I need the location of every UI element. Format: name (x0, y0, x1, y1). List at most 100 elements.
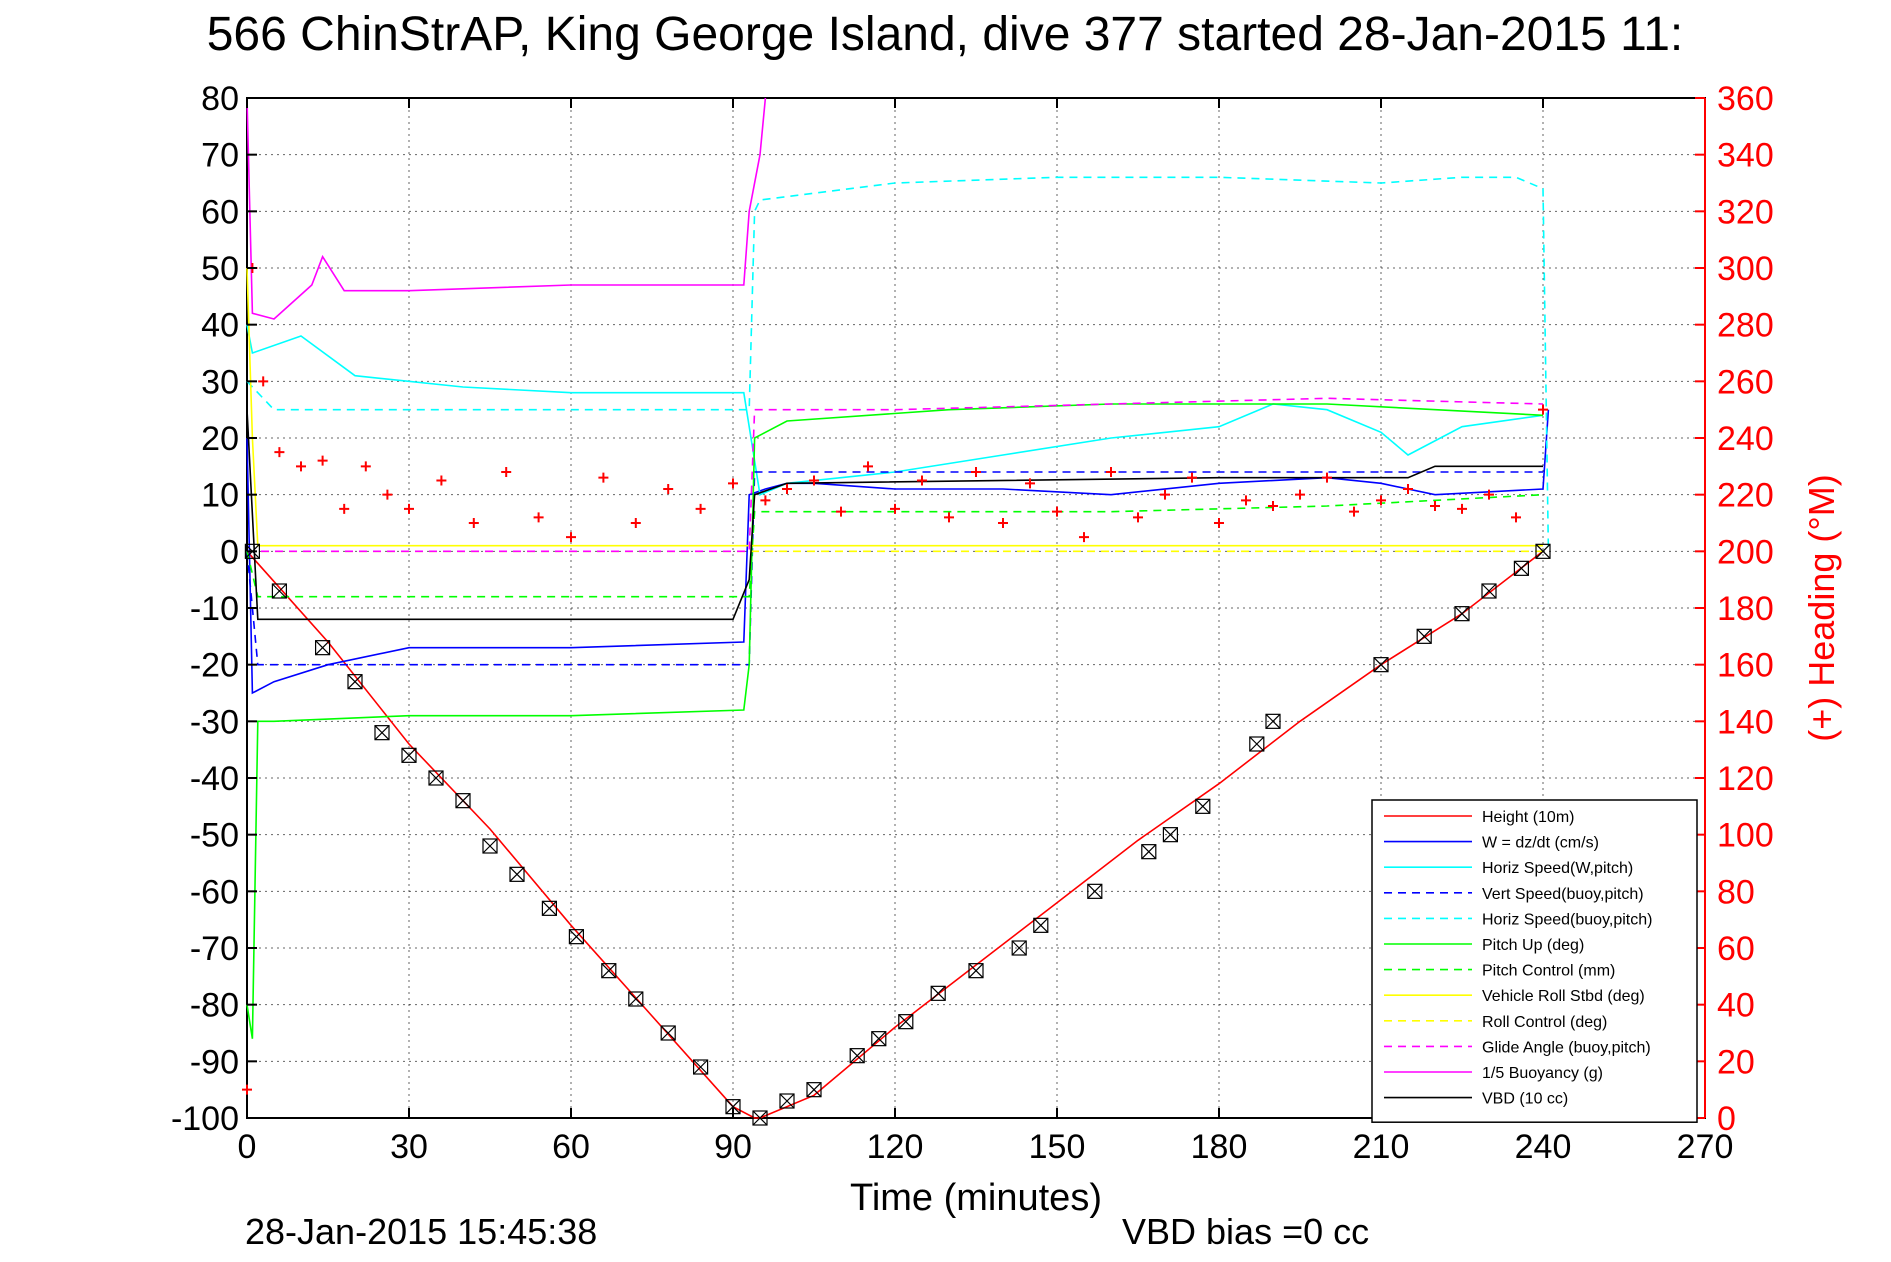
depth-marker-box (1373, 657, 1389, 673)
heading-point (630, 518, 641, 528)
heading-point (1025, 478, 1035, 489)
depth-marker-box (1011, 940, 1027, 956)
depth-marker-box (244, 543, 260, 559)
y-left-tick-label: 20 (201, 420, 239, 458)
series-line-2 (246, 324, 1544, 496)
legend-label: Horiz Speed(W,pitch) (1482, 860, 1633, 877)
depth-marker-cross (271, 583, 287, 599)
x-axis-label: Time (minutes) (850, 1177, 1102, 1219)
depth-marker-cross (482, 838, 498, 854)
y-left-tick-label: 70 (201, 137, 239, 175)
heading-point (836, 506, 846, 517)
depth-marker-cross (660, 1025, 676, 1041)
y-right-tick-label: 260 (1717, 363, 1774, 401)
y-right-tick-label: 20 (1717, 1043, 1755, 1081)
legend-label: 1/5 Buoyancy (g) (1482, 1065, 1603, 1082)
depth-marker-box (601, 963, 617, 979)
depth-marker-cross (1416, 628, 1432, 644)
chart-title: 566 ChinStrAP, King George Island, dive … (207, 8, 1684, 61)
y-left-tick-label: 10 (201, 477, 239, 515)
y-right-tick-label: 160 (1717, 647, 1774, 685)
heading-point (566, 532, 576, 543)
x-tick-label: 30 (390, 1128, 428, 1166)
depth-marker-cross (374, 725, 390, 741)
depth-marker-box (347, 674, 363, 690)
depth-marker-box (401, 747, 417, 763)
y-right-tick-label: 200 (1717, 533, 1774, 571)
heading-point (1511, 512, 1521, 523)
series-line-9 (247, 397, 1544, 553)
depth-marker-box (428, 770, 444, 786)
y-left-tick-label: 30 (201, 363, 239, 401)
series-line-11 (246, 409, 1543, 621)
depth-marker-box (1416, 628, 1432, 644)
legend-box (1371, 799, 1698, 1123)
y-left-tick-label: -10 (190, 590, 239, 628)
heading-point (863, 461, 873, 472)
heading-point (695, 503, 706, 514)
heading-point (1430, 501, 1440, 511)
depth-marker-cross (898, 1014, 914, 1030)
legend-label: Vert Speed(buoy,pitch) (1482, 886, 1644, 903)
y-left-tick-label: 50 (201, 250, 239, 288)
legend-label: Glide Angle (buoy,pitch) (1482, 1039, 1651, 1056)
heading-point (598, 472, 609, 483)
heading-point (1079, 532, 1089, 543)
depth-marker-box (849, 1048, 865, 1064)
heading-point (339, 503, 350, 514)
series-layer (246, 97, 1550, 1119)
y-right-tick-label: 140 (1717, 703, 1774, 741)
y-left-tick-label: -60 (190, 873, 239, 911)
heading-point (1268, 501, 1278, 511)
legend-label: Pitch Up (deg) (1482, 937, 1584, 954)
heading-point (1214, 518, 1224, 528)
y-left-tick-label: -30 (190, 703, 239, 741)
depth-marker-box (660, 1025, 676, 1041)
depth-marker-box (628, 991, 644, 1007)
depth-marker-box (752, 1110, 768, 1126)
depth-marker-box (482, 838, 498, 854)
series-line-0 (246, 550, 1544, 1119)
axis-layer: 0 30 60 90 120 150 180 210 240 270 80 70 60 50 40 30 20 1… (171, 80, 1774, 1166)
heading-point (998, 518, 1008, 528)
heading-point (760, 495, 771, 506)
heading-point (1106, 467, 1116, 477)
x-tick-label: 210 (1353, 1128, 1410, 1166)
y-left-tick-label: -70 (190, 930, 239, 968)
depth-marker-box (315, 640, 331, 656)
heading-point (809, 475, 819, 486)
heading-point (1349, 506, 1359, 517)
depth-marker-box (1033, 917, 1049, 933)
depth-marker-cross (1373, 657, 1389, 673)
y-right-tick-label: 60 (1717, 930, 1755, 968)
x-tick-label: 90 (714, 1128, 752, 1166)
depth-marker-cross (849, 1048, 865, 1064)
depth-marker-box (568, 929, 585, 945)
depth-marker-box (1454, 606, 1470, 622)
heading-point (1538, 404, 1548, 415)
y-right-tick-label: 300 (1717, 250, 1774, 288)
legend-label: W = dz/dt (cm/s) (1482, 835, 1599, 852)
y-left-tick-label: 80 (201, 80, 239, 118)
x-tick-label: 240 (1515, 1128, 1572, 1166)
legend-label: Height (10m) (1482, 809, 1574, 826)
heading-point (1376, 495, 1386, 506)
depth-marker-box (1162, 827, 1179, 843)
heading-point (1187, 472, 1197, 483)
y-right-tick-label: 80 (1717, 873, 1755, 911)
depth-marker-cross (1162, 827, 1178, 843)
heading-point (663, 484, 674, 494)
depth-marker-box (271, 583, 287, 599)
heading-point (258, 376, 269, 387)
x-tick-label: 270 (1677, 1128, 1734, 1166)
legend: Height (10m) W = dz/dt (cm/s) Horiz Speed(… (1371, 799, 1698, 1123)
y-left-tick-label: 60 (201, 193, 239, 231)
series-line-10 (246, 97, 767, 320)
heading-point (296, 461, 306, 472)
series-line-4 (246, 176, 1550, 552)
legend-label: Vehicle Roll Stbd (deg) (1482, 988, 1645, 1005)
legend-label: Roll Control (deg) (1482, 1014, 1607, 1031)
y-right-tick-label: 100 (1717, 817, 1774, 855)
heading-point (890, 503, 900, 514)
